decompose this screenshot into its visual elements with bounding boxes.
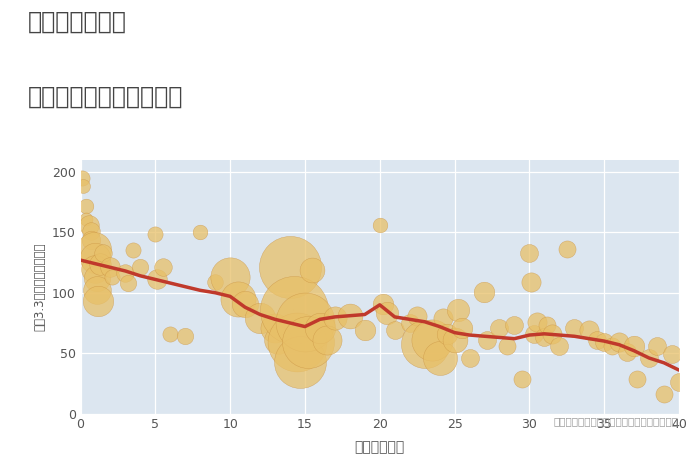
- Point: [426, 336, 438, 344]
- Point: [606, 342, 617, 350]
- Point: [302, 338, 314, 346]
- Point: [419, 340, 430, 347]
- Point: [81, 215, 92, 223]
- Point: [289, 306, 300, 313]
- Point: [300, 318, 311, 326]
- Point: [509, 321, 520, 329]
- Point: [613, 338, 624, 346]
- Point: [404, 319, 415, 327]
- Point: [164, 330, 176, 337]
- Point: [494, 324, 505, 331]
- Point: [122, 279, 134, 287]
- Point: [307, 266, 318, 274]
- Point: [442, 330, 453, 337]
- Point: [158, 264, 169, 271]
- Point: [151, 276, 162, 283]
- Point: [374, 221, 385, 229]
- Text: 円の大きさは、取引のあった物件面積を示す: 円の大きさは、取引のあった物件面積を示す: [554, 416, 679, 426]
- Point: [106, 273, 118, 281]
- Y-axis label: 坪（3.3㎡）単価（万円）: 坪（3.3㎡）単価（万円）: [33, 243, 46, 331]
- Point: [591, 336, 602, 344]
- Point: [412, 312, 423, 320]
- Point: [97, 249, 108, 257]
- Point: [546, 330, 557, 337]
- Point: [225, 273, 236, 281]
- Point: [78, 183, 89, 190]
- Point: [314, 324, 326, 331]
- Point: [81, 202, 92, 210]
- Point: [437, 314, 448, 322]
- Point: [452, 306, 463, 313]
- Point: [359, 327, 370, 334]
- Point: [584, 327, 595, 334]
- Point: [239, 300, 251, 307]
- Point: [377, 300, 388, 307]
- Point: [105, 264, 116, 271]
- Point: [85, 227, 97, 235]
- Point: [659, 391, 670, 398]
- Point: [272, 336, 284, 344]
- Point: [525, 278, 536, 286]
- Point: [150, 230, 161, 237]
- Point: [127, 247, 139, 254]
- Point: [482, 336, 493, 344]
- Point: [90, 265, 101, 272]
- Point: [479, 288, 490, 295]
- Point: [270, 324, 281, 331]
- Point: [329, 314, 340, 322]
- Point: [501, 342, 512, 350]
- Point: [322, 336, 333, 344]
- Point: [456, 324, 468, 331]
- Point: [666, 351, 677, 358]
- Point: [643, 354, 655, 362]
- Point: [531, 318, 542, 326]
- Point: [90, 254, 101, 261]
- Point: [88, 245, 99, 253]
- Point: [539, 334, 550, 341]
- Point: [93, 298, 104, 305]
- Point: [568, 324, 580, 331]
- Point: [389, 327, 400, 334]
- Point: [524, 249, 535, 257]
- Point: [94, 260, 106, 267]
- Point: [134, 264, 146, 271]
- Point: [85, 236, 97, 243]
- Point: [673, 378, 685, 386]
- Text: 愛知県安城駅の: 愛知県安城駅の: [28, 9, 127, 33]
- Point: [92, 274, 103, 282]
- Text: 築年数別中古戸建て価格: 築年数別中古戸建て価格: [28, 85, 183, 109]
- Point: [92, 287, 103, 294]
- Point: [629, 342, 640, 350]
- Point: [449, 336, 460, 344]
- Point: [344, 312, 356, 320]
- Point: [621, 348, 632, 356]
- Point: [295, 358, 306, 365]
- Point: [651, 342, 662, 350]
- Point: [631, 375, 643, 382]
- X-axis label: 築年数（年）: 築年数（年）: [355, 440, 405, 454]
- Point: [464, 354, 475, 362]
- Point: [517, 375, 528, 382]
- Point: [180, 332, 191, 340]
- Point: [542, 321, 553, 329]
- Point: [209, 278, 220, 286]
- Point: [528, 330, 540, 337]
- Point: [554, 342, 565, 350]
- Point: [598, 338, 610, 346]
- Point: [292, 338, 303, 346]
- Point: [232, 295, 243, 303]
- Point: [284, 264, 295, 271]
- Point: [382, 310, 393, 317]
- Point: [195, 228, 206, 236]
- Point: [561, 245, 573, 253]
- Point: [84, 221, 95, 229]
- Point: [255, 314, 266, 322]
- Point: [434, 354, 445, 362]
- Point: [76, 174, 88, 182]
- Point: [120, 270, 131, 277]
